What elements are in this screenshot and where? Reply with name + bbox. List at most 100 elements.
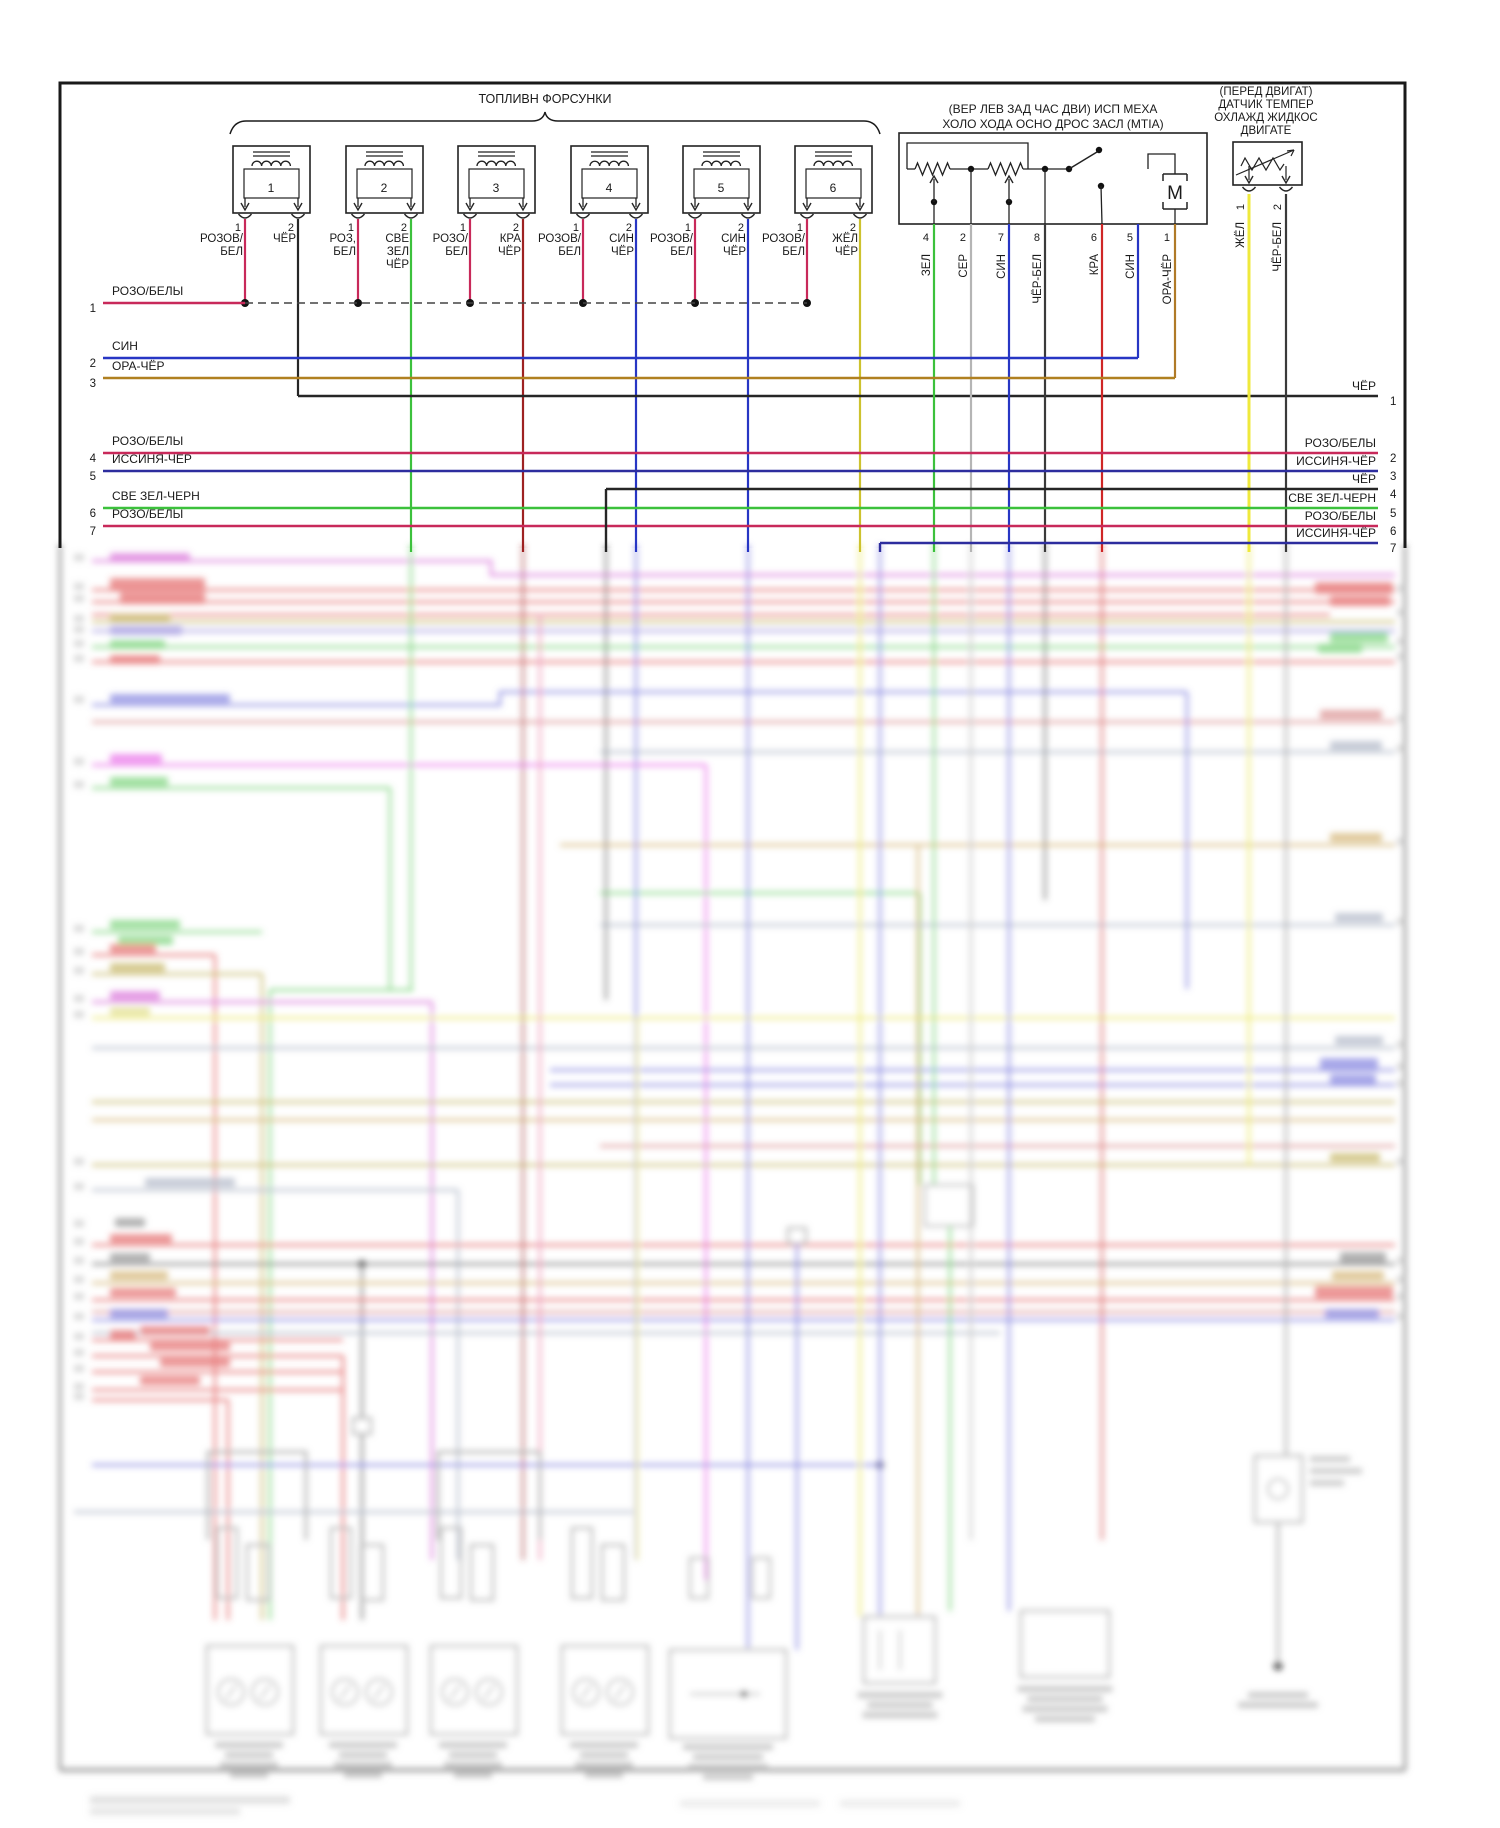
pin-number: 1 — [235, 222, 241, 234]
blurred-connector — [329, 1526, 353, 1600]
wire — [339, 1684, 351, 1700]
blurred-text — [110, 777, 168, 786]
thermistor-arrow-icon — [1286, 149, 1295, 152]
arrow-head-icon — [518, 202, 528, 212]
blurred-text — [857, 1692, 943, 1698]
injector-box — [345, 145, 424, 214]
blurred-number — [74, 1276, 84, 1283]
injector-box — [570, 145, 649, 214]
sensor-box — [1232, 141, 1303, 186]
blurred-connector — [570, 1526, 594, 1600]
blurred-number — [1397, 638, 1406, 645]
row-number: 1 — [1390, 396, 1396, 408]
row-number: 5 — [90, 471, 96, 483]
blurred-text — [140, 1376, 200, 1385]
blurred-number — [74, 696, 84, 703]
blurred-text — [1332, 1271, 1384, 1280]
blurred-text — [693, 1754, 763, 1760]
blurred-text — [110, 614, 170, 623]
wire-color-label: БЕЛ — [670, 246, 693, 258]
blurred-text — [1017, 1686, 1113, 1692]
blurred-symbol — [364, 1677, 394, 1707]
arrow-head-icon — [1281, 175, 1291, 185]
blurred-number — [74, 967, 84, 974]
blurred-text — [344, 1772, 382, 1778]
arrow-head-icon — [240, 202, 250, 212]
row-label: ИССИНЯ-ЧЁР — [1296, 454, 1376, 468]
blurred-text — [110, 1234, 172, 1243]
wire-color-label: БЕЛ — [445, 246, 468, 258]
blurred-text — [145, 1178, 235, 1187]
blurred-text — [862, 1712, 938, 1718]
coil-icon — [701, 160, 742, 167]
arrow-head-icon — [929, 174, 939, 184]
wire-color-label: ЧЁР-БЕЛ — [1272, 222, 1284, 272]
injector-component: 1 1 2 РОЗОВ/БЕЛ ЧЁР — [200, 145, 311, 258]
wire-color-label: СИН — [996, 254, 1008, 279]
blurred-number — [1397, 1063, 1406, 1070]
blurred-text — [225, 1752, 273, 1758]
blurred-text — [688, 1764, 768, 1770]
pin-number: 2 — [738, 222, 744, 234]
wire — [92, 559, 1395, 577]
wire-color-label: БЕЛ — [782, 246, 805, 258]
component-title: (ПЕРЕД ДВИГАТ) — [1220, 86, 1313, 98]
blurred-text — [575, 1762, 633, 1768]
pin-connector-icon — [852, 213, 868, 219]
blurred-text — [1022, 1706, 1108, 1712]
blurred-text — [703, 1774, 753, 1780]
wire-color-label: ОРА-ЧЁР — [1162, 254, 1174, 305]
blurred-text — [1330, 632, 1388, 643]
blurred-text — [444, 1762, 502, 1768]
blurred-text — [230, 1772, 268, 1778]
blurred-text — [1320, 1058, 1378, 1069]
pin-connector-icon — [237, 213, 253, 219]
pin-number: 6 — [1091, 232, 1097, 244]
component-title: ХОЛО ХОДА ОСНО ДРОС ЗАСЛ (MTIA) — [942, 117, 1163, 131]
row-label: ИССИНЯ-ЧЁР — [112, 452, 192, 466]
junction-dot — [354, 299, 362, 307]
arrow-head-icon — [690, 202, 700, 212]
blurred-text — [585, 1772, 623, 1778]
injector-box — [232, 145, 311, 214]
wire-color-label: СИН — [1125, 254, 1137, 279]
injector-number: 4 — [606, 181, 613, 195]
blurred-text — [580, 1752, 628, 1758]
blurred-connector — [469, 1543, 495, 1602]
wire — [1147, 153, 1176, 174]
junction-dot — [740, 1690, 748, 1698]
row-label: ЧЁР — [1352, 379, 1376, 393]
blurred-number — [74, 995, 84, 1002]
wire-color-label: СИН — [721, 233, 746, 245]
pin-number: 1 — [348, 222, 354, 234]
brace-icon — [229, 111, 881, 135]
motor-label: M — [1167, 183, 1183, 204]
blurred-symbol — [440, 1677, 470, 1707]
blurred-number — [1397, 1276, 1406, 1283]
blurred-text — [110, 655, 160, 664]
arrow-head-icon — [631, 202, 641, 212]
pin-number: 2 — [850, 222, 856, 234]
row-number: 4 — [90, 453, 97, 465]
blurred-text — [110, 1288, 176, 1297]
pin-connector-icon — [350, 213, 366, 219]
pin-connector-icon — [799, 213, 815, 219]
wire-color-label: СИН — [609, 233, 634, 245]
wire-color-label: ЧЁР — [386, 259, 409, 271]
blurred-text — [449, 1752, 497, 1758]
blurred-text — [90, 1808, 240, 1815]
arrow-head-icon — [1244, 175, 1254, 185]
blurred-number — [74, 1257, 84, 1264]
wire-color-label: ЧЁР-БЕЛ — [1032, 254, 1044, 304]
pin-number: 2 — [513, 222, 519, 234]
coil-icon — [589, 160, 630, 167]
injector-number: 6 — [830, 181, 837, 195]
blurred-text — [115, 1218, 145, 1227]
blurred-number — [74, 626, 84, 633]
injector-inner-outline — [805, 168, 862, 199]
blurred-text — [680, 1800, 820, 1807]
injector-group-label: ТОПЛИВН ФОРСУНКИ — [478, 92, 611, 106]
blurred-number — [74, 1293, 84, 1300]
wire — [373, 1684, 385, 1700]
